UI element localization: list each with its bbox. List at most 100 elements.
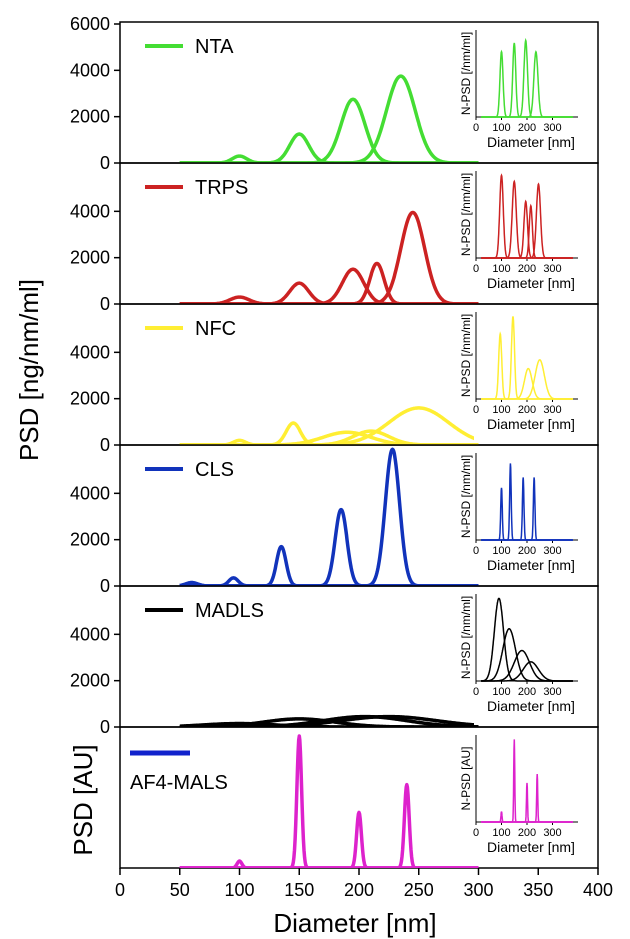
inset-x-tick-label: 300 (543, 122, 561, 134)
y-tick-label: 0 (100, 435, 110, 455)
legend-label: CLS (195, 459, 234, 481)
y-tick-label: 4000 (70, 624, 110, 644)
peak-curve-2 (178, 97, 480, 163)
inset-x-label: Diameter [nm] (487, 134, 575, 150)
inset-x-tick-label: 300 (543, 827, 561, 839)
x-tick-label: 400 (583, 880, 613, 900)
x-tick-label: 250 (404, 880, 434, 900)
series-nfc (178, 406, 480, 445)
inset-x-tick-label: 300 (543, 263, 561, 275)
inset-bg (474, 731, 594, 866)
inset-peak-curve-3 (481, 774, 573, 823)
y-tick-label: 4000 (70, 60, 110, 80)
peak-curve-0 (178, 295, 480, 304)
y-tick-label: 2000 (70, 530, 110, 550)
inset-x-tick-label: 300 (543, 404, 561, 416)
legend: MADLS (145, 600, 264, 622)
x-tick-label: 50 (170, 880, 190, 900)
x-tick-label: 100 (224, 880, 254, 900)
inset-bg (474, 590, 594, 725)
y-tick-label: 0 (100, 294, 110, 314)
y-tick-label: 2000 (70, 107, 110, 127)
y-tick-label: 2000 (70, 389, 110, 409)
inset-peak-curve-3 (481, 477, 573, 541)
inset-y-label: N-PSD [/nm/ml] (459, 314, 473, 397)
series-trps (178, 210, 480, 304)
inset-x-tick-label: 100 (492, 404, 510, 416)
y-tick-label: 4000 (70, 483, 110, 503)
legend: CLS (145, 459, 234, 481)
inset-y-label: N-PSD [/nm/ml] (459, 455, 473, 538)
y-axis-label-top: PSD [ng/nm/ml] (14, 279, 44, 461)
y-tick-label: 0 (100, 153, 110, 173)
inset-peak-curve-4 (481, 182, 573, 259)
x-tick-label: 150 (284, 880, 314, 900)
inset-x-tick-label: 200 (518, 404, 536, 416)
series-cls (178, 447, 480, 586)
inset-peak-curve-3 (481, 50, 573, 118)
x-tick-label: 350 (523, 880, 553, 900)
inset-x-label: Diameter [nm] (487, 416, 575, 432)
inset-x-tick-label: 300 (543, 545, 561, 557)
y-tick-label: 2000 (70, 671, 110, 691)
inset-x-tick-label: 0 (473, 122, 479, 134)
legend: TRPS (145, 177, 248, 199)
inset-x-tick-label: 100 (492, 827, 510, 839)
peak-curve-3 (178, 74, 480, 163)
y-axis-label-bottom: PSD [AU] (68, 744, 98, 855)
legend-label: AF4-MALS (130, 772, 228, 794)
inset-x-tick-label: 200 (518, 263, 536, 275)
inset-x-label: Diameter [nm] (487, 839, 575, 855)
inset-x-tick-label: 0 (473, 404, 479, 416)
peak-curve-4 (178, 210, 480, 304)
x-tick-label: 300 (463, 880, 493, 900)
peak-curve-1 (178, 734, 480, 868)
legend-label: MADLS (195, 600, 264, 622)
inset-y-label: N-PSD [/nm/ml] (459, 596, 473, 679)
legend: NTA (145, 36, 234, 58)
legend-label: TRPS (195, 177, 248, 199)
inset-x-tick-label: 300 (543, 686, 561, 698)
peak-curve-2 (178, 267, 480, 304)
peak-curve-3 (178, 782, 480, 868)
inset-y-label: N-PSD [AU] (459, 746, 473, 810)
inset-peak-curve-3 (481, 661, 573, 682)
y-tick-label: 2000 (70, 248, 110, 268)
inset-x-tick-label: 200 (518, 545, 536, 557)
peak-curve-0 (178, 154, 480, 163)
peak-curve-2 (178, 430, 480, 445)
inset-x-label: Diameter [nm] (487, 557, 575, 573)
y-tick-label: 6000 (70, 14, 110, 34)
peak-curve-4 (178, 406, 480, 445)
inset-y-label: N-PSD [/nm/ml] (459, 173, 473, 256)
peak-curve-2 (178, 810, 480, 868)
inset-x-tick-label: 200 (518, 686, 536, 698)
peak-curve-3 (178, 507, 480, 586)
inset-x-tick-label: 0 (473, 827, 479, 839)
series-nta (178, 74, 480, 163)
inset-x-label: Diameter [nm] (487, 698, 575, 714)
inset-x-tick-label: 0 (473, 686, 479, 698)
peak-curve-1 (178, 576, 480, 586)
series-af4-mals (178, 734, 480, 868)
x-axis-label: Diameter [nm] (273, 908, 436, 938)
series-madls (178, 714, 480, 727)
inset-x-tick-label: 0 (473, 263, 479, 275)
inset-x-tick-label: 100 (492, 263, 510, 275)
inset-bg (474, 167, 594, 302)
x-tick-label: 0 (115, 880, 125, 900)
inset-x-tick-label: 200 (518, 122, 536, 134)
legend-label: NFC (195, 318, 236, 340)
y-tick-label: 0 (100, 717, 110, 737)
